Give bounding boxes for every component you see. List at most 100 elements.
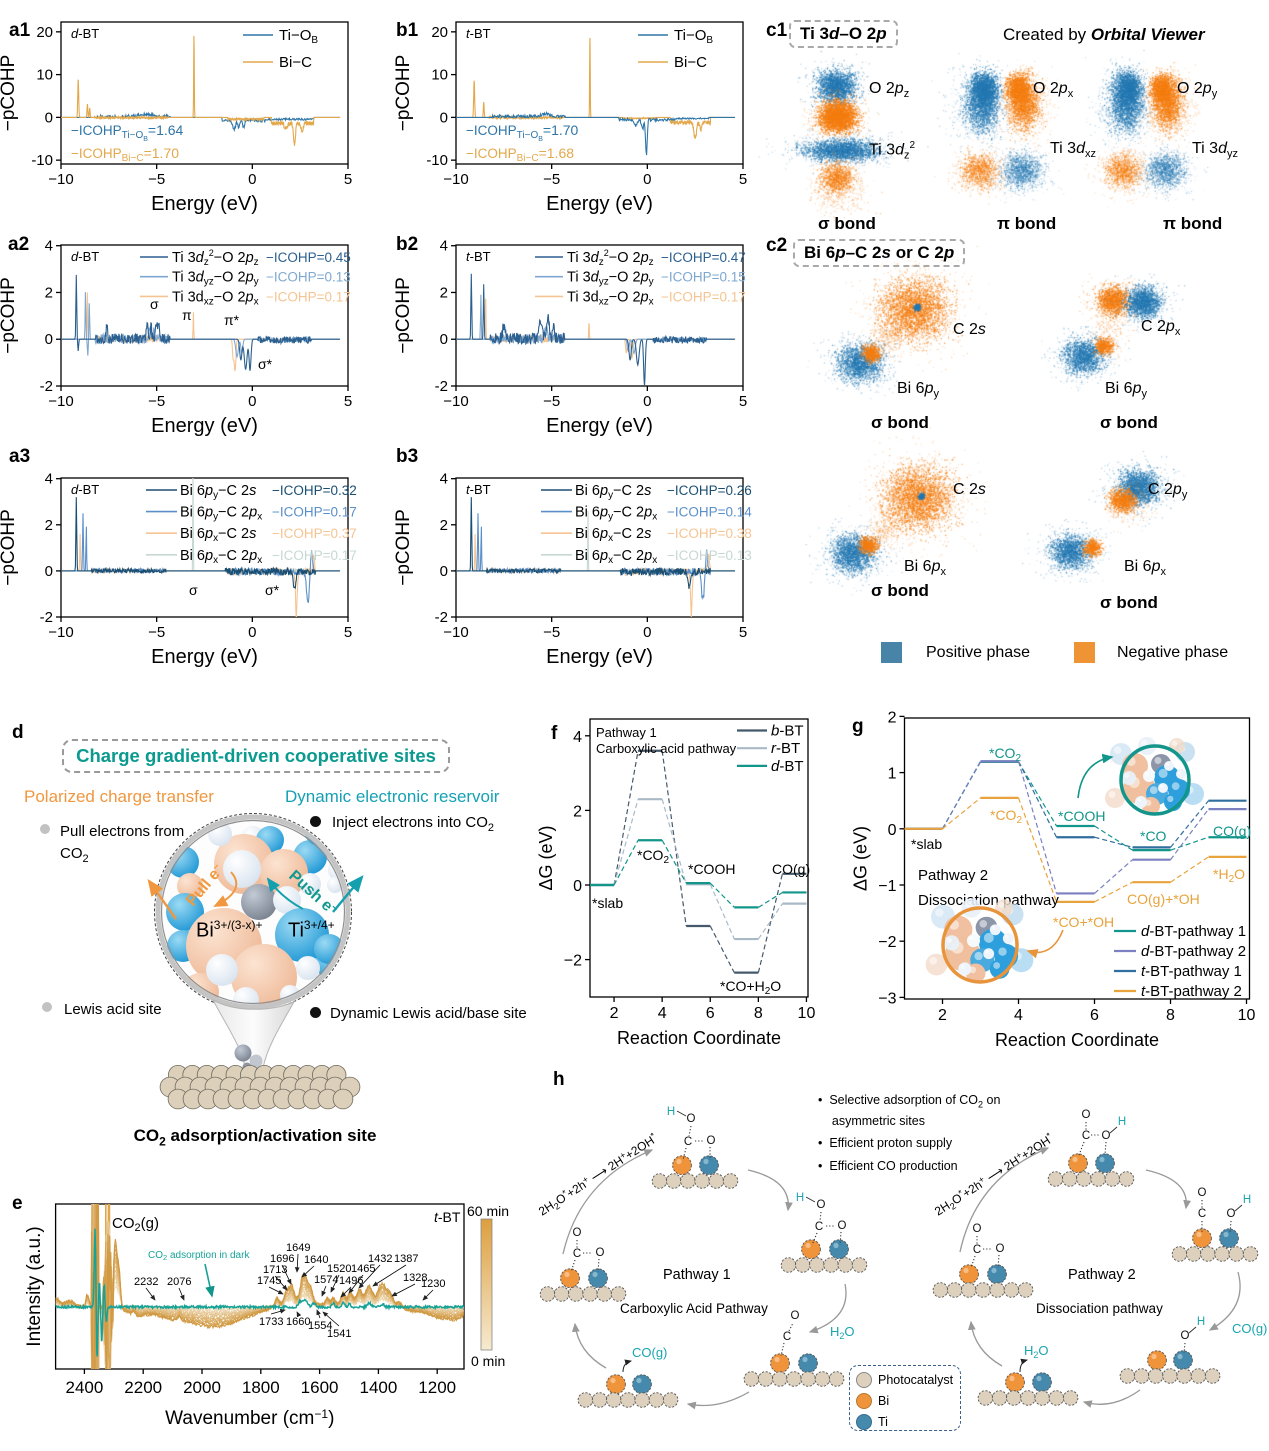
svg-text:-2: -2 (435, 609, 448, 626)
svg-text:−ICOHP=0.17: −ICOHP=0.17 (272, 505, 357, 520)
svg-text:*CO+H2O: *CO+H2O (720, 978, 781, 997)
svg-text:*CO2: *CO2 (989, 745, 1021, 764)
svg-text:4: 4 (45, 471, 53, 488)
svg-text:2: 2 (573, 803, 582, 820)
svg-text:2400: 2400 (65, 1378, 103, 1397)
svg-text:−ICOHPTi−OB=1.64: −ICOHPTi−OB=1.64 (71, 122, 184, 143)
svg-text:−pCOHP: −pCOHP (0, 277, 19, 354)
svg-text:2: 2 (45, 517, 53, 534)
svg-text:Bi 6px−C 2s: Bi 6px−C 2s (180, 526, 256, 544)
svg-text:-2: -2 (40, 378, 53, 395)
svg-text:−10: −10 (48, 624, 73, 641)
svg-text:t-BT: t-BT (434, 1209, 461, 1225)
svg-text:*slab: *slab (911, 836, 942, 852)
svg-text:O: O (791, 1310, 800, 1322)
svg-text:C: C (815, 1221, 823, 1233)
svg-text:CO(g): CO(g) (1232, 1321, 1267, 1336)
svg-text:*COOH: *COOH (688, 861, 735, 877)
svg-text:−5: −5 (148, 393, 165, 410)
svg-text:5: 5 (739, 171, 747, 188)
svg-text:1574: 1574 (314, 1274, 338, 1286)
svg-text:0: 0 (45, 109, 53, 126)
svg-text:−5: −5 (543, 393, 560, 410)
svg-text:0: 0 (888, 822, 897, 839)
svg-text:O: O (687, 1113, 696, 1125)
svg-text:2: 2 (938, 1007, 947, 1024)
svg-text:10: 10 (431, 67, 448, 84)
svg-text:π: π (182, 307, 192, 323)
svg-text:−10: −10 (443, 393, 468, 410)
svg-text:1387: 1387 (394, 1253, 418, 1265)
svg-text:H2O: H2O (1024, 1343, 1049, 1360)
svg-text:O: O (1198, 1187, 1207, 1199)
svg-text:−ICOHP=0.26: −ICOHP=0.26 (667, 483, 752, 498)
svg-text:O: O (817, 1199, 826, 1211)
svg-text:d-BT-pathway 2: d-BT-pathway 2 (1141, 943, 1246, 960)
svg-text:*H2O: *H2O (1213, 866, 1245, 885)
svg-text:-2: -2 (435, 378, 448, 395)
svg-text:−3: −3 (878, 990, 896, 1007)
svg-text:−10: −10 (443, 171, 468, 188)
svg-text:10: 10 (1238, 1007, 1256, 1024)
svg-text:2076: 2076 (167, 1276, 191, 1288)
svg-text:t-BT-pathway 2: t-BT-pathway 2 (1141, 983, 1242, 1000)
svg-text:4: 4 (658, 1005, 667, 1022)
svg-text:Energy (eV): Energy (eV) (151, 193, 258, 215)
svg-text:0: 0 (440, 109, 448, 126)
svg-text:Energy (eV): Energy (eV) (546, 646, 653, 668)
svg-text:Ti 3dz2−O 2pz: Ti 3dz2−O 2pz (172, 248, 259, 268)
svg-text:Bi 6py−C 2s: Bi 6py−C 2s (180, 483, 256, 501)
svg-text:−ICOHP=0.45: −ICOHP=0.45 (266, 250, 351, 265)
svg-text:*COOH: *COOH (1058, 808, 1105, 824)
svg-text:O: O (996, 1243, 1005, 1255)
svg-text:1745: 1745 (257, 1275, 281, 1287)
svg-text:d-BT-pathway 1: d-BT-pathway 1 (1141, 923, 1246, 940)
svg-text:−5: −5 (543, 624, 560, 641)
svg-text:−pCOHP: −pCOHP (0, 55, 19, 132)
svg-text:O: O (973, 1223, 982, 1235)
svg-text:−ICOHP=0.32: −ICOHP=0.32 (272, 483, 357, 498)
svg-text:−10: −10 (48, 393, 73, 410)
svg-text:1328: 1328 (403, 1272, 427, 1284)
svg-text:4: 4 (573, 729, 582, 746)
svg-text:Ti 3dyz−O 2py: Ti 3dyz−O 2py (172, 270, 259, 288)
svg-text:−2: −2 (878, 934, 896, 951)
svg-text:0 min: 0 min (471, 1353, 505, 1369)
svg-text:O: O (596, 1247, 605, 1259)
svg-text:Ti 3dyz−O 2py: Ti 3dyz−O 2py (567, 270, 654, 288)
svg-text:1649: 1649 (286, 1242, 310, 1254)
svg-text:2: 2 (45, 284, 53, 301)
svg-text:Pathway 2: Pathway 2 (918, 867, 988, 884)
svg-text:1713: 1713 (263, 1264, 287, 1276)
svg-text:1496: 1496 (339, 1275, 363, 1287)
svg-text:O: O (573, 1227, 582, 1239)
svg-text:d-BT: d-BT (71, 482, 99, 497)
svg-text:1696: 1696 (270, 1253, 294, 1265)
svg-text:−ICOHP=0.14: −ICOHP=0.14 (667, 505, 752, 520)
svg-text:O: O (838, 1220, 847, 1232)
svg-text:0: 0 (440, 331, 448, 348)
svg-text:1800: 1800 (242, 1378, 280, 1397)
svg-text:1400: 1400 (359, 1378, 397, 1397)
svg-text:Pathway 1: Pathway 1 (596, 725, 657, 740)
svg-text:O: O (1181, 1330, 1190, 1342)
svg-text:2: 2 (440, 284, 448, 301)
svg-text:CO2 adsorption in dark: CO2 adsorption in dark (148, 1250, 250, 1262)
svg-text:−ICOHP=0.17: −ICOHP=0.17 (661, 289, 746, 304)
svg-text:−ICOHP=0.15: −ICOHP=0.15 (661, 270, 746, 285)
svg-text:Carboxylic acid pathway: Carboxylic acid pathway (596, 741, 737, 756)
svg-text:H: H (796, 1192, 804, 1204)
svg-text:Bi 6py−C 2px: Bi 6py−C 2px (180, 505, 262, 523)
svg-text:4: 4 (440, 238, 448, 255)
svg-text:CO(g): CO(g) (772, 861, 810, 877)
svg-text:−2: −2 (564, 953, 582, 970)
svg-text:C: C (973, 1244, 981, 1256)
svg-text:−ICOHPTi−OB=1.70: −ICOHPTi−OB=1.70 (466, 122, 579, 143)
svg-text:*slab: *slab (592, 895, 623, 911)
svg-text:−pCOHP: −pCOHP (393, 55, 414, 132)
svg-text:0: 0 (45, 563, 53, 580)
svg-text:σ: σ (150, 296, 159, 312)
svg-text:Reaction Coordinate: Reaction Coordinate (995, 1030, 1159, 1050)
svg-text:4: 4 (1014, 1007, 1023, 1024)
svg-text:−ICOHP=0.47: −ICOHP=0.47 (661, 250, 746, 265)
